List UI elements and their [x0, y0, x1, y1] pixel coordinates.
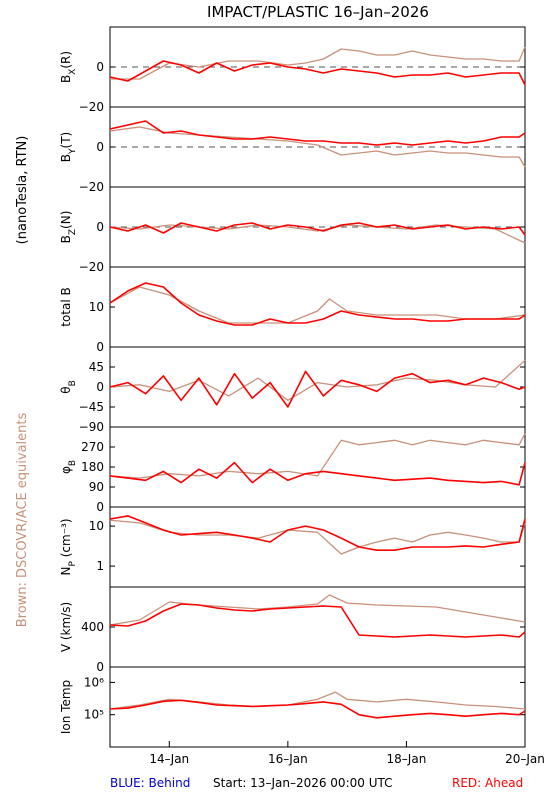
ylabel-sub-by: Y — [68, 148, 78, 155]
ylabel-sub-bx: X — [68, 69, 78, 75]
ylabel-suffix-bz: (N) — [59, 211, 73, 229]
ytick-label-btot-0: 10 — [89, 300, 104, 314]
series-brown-np — [109, 519, 526, 555]
ytick-label-temp-1: 10⁵ — [84, 708, 104, 722]
series-ahead-v — [109, 603, 526, 638]
footer-behind: BLUE: Behind — [110, 776, 190, 790]
ytick-label-np-1: 1 — [96, 559, 104, 573]
xtick-label-3: 20–Jan — [505, 752, 545, 766]
ylabel-temp: Ion Temp — [59, 680, 73, 734]
panel-v: 400 0 V (km/s) — [59, 586, 526, 674]
ylabel-np: NP (cm⁻³) — [59, 518, 78, 575]
ylabel-bz: BZ(N) — [59, 211, 78, 244]
panel-frame-temp — [109, 666, 526, 748]
panel-frame-phi — [109, 426, 526, 508]
series-brown-phi — [109, 433, 526, 479]
left-label-brown: Brown: DSCOVR/ACE equivalents — [15, 413, 30, 628]
ytick-label-btot-1: 0 — [96, 340, 104, 354]
series-ahead-btot — [109, 282, 526, 326]
ylabel-btot: total B — [59, 287, 73, 327]
ytick-label-bx-0: 0 — [96, 60, 104, 74]
ytick-label-phi-1: 180 — [81, 460, 104, 474]
panel-bx: 0 −20 BX(R) — [59, 26, 526, 114]
ylabel-sub-phi: B — [68, 460, 78, 466]
ytick-label-theta-3: −90 — [79, 420, 104, 434]
ytick-label-v-1: 0 — [96, 660, 104, 674]
ytick-label-phi-3: 0 — [96, 500, 104, 514]
ytick-label-theta-2: −45 — [79, 400, 104, 414]
panel-by: 0 −20 BY(T) — [59, 106, 526, 194]
x-axis: 14–Jan 16–Jan 18–Jan 20–Jan — [149, 741, 545, 766]
ylabel-suffix-np: (cm⁻³) — [59, 518, 73, 561]
panel-btot: 10 0 total B — [59, 266, 526, 354]
series-brown-v — [109, 594, 526, 626]
series-ahead-by — [109, 120, 526, 146]
panel-frame-np — [109, 506, 526, 588]
ylabel-bx: BX(R) — [59, 51, 78, 83]
panel-frame-v — [109, 586, 526, 668]
ylabel-suffix-by: (T) — [59, 132, 73, 149]
ylabel-theta: θB — [59, 380, 78, 394]
ytick-label-phi-2: 90 — [89, 480, 104, 494]
ylabel-v: V (km/s) — [59, 602, 73, 652]
chart-title: IMPACT/PLASTIC 16–Jan–2026 — [207, 3, 429, 21]
panel-np: 10 1 NP (cm⁻³) — [59, 506, 526, 588]
xtick-label-2: 18–Jan — [387, 752, 427, 766]
ylabel-by: BY(T) — [59, 132, 78, 162]
ylabel-sub-np: P — [68, 561, 78, 567]
panel-theta: 45 0 −45 −90 θB — [59, 346, 526, 434]
ytick-label-bz-0: 0 — [96, 220, 104, 234]
ytick-label-theta-0: 45 — [89, 360, 104, 374]
ytick-label-bx-1: −20 — [79, 100, 104, 114]
ytick-label-temp-0: 10⁶ — [84, 675, 104, 689]
left-label-units: (nanoTesla, RTN) — [15, 136, 30, 245]
ylabel-suffix-bx: (R) — [59, 51, 73, 69]
series-ahead-np — [109, 515, 526, 552]
ytick-label-phi-0: 270 — [81, 440, 104, 454]
ytick-label-np-0: 10 — [89, 519, 104, 533]
xtick-label-1: 16–Jan — [268, 752, 308, 766]
panel-bz: 0 −20 BZ(N) — [59, 186, 526, 274]
series-ahead-bx — [109, 60, 526, 86]
xtick-label-0: 14–Jan — [149, 752, 189, 766]
series-brown-theta — [109, 359, 526, 401]
series-brown-bx — [110, 46, 526, 80]
series-brown-btot — [109, 286, 526, 324]
panel-frame-btot — [109, 266, 526, 348]
ylabel-phi: φB — [59, 460, 78, 474]
series-ahead-bz — [109, 222, 526, 236]
panel-phi: 270 180 90 0 φB — [59, 426, 526, 514]
ylabel-sub-theta: B — [68, 380, 78, 386]
ytick-label-bz-1: −20 — [79, 260, 104, 274]
series-ahead-phi — [109, 461, 526, 486]
series-ahead-temp — [109, 699, 526, 719]
series-ahead-theta — [109, 370, 526, 408]
ytick-label-v-0: 400 — [81, 620, 104, 634]
ytick-label-by-1: −20 — [79, 180, 104, 194]
footer-start: Start: 13–Jan–2026 00:00 UTC — [213, 776, 392, 790]
ytick-label-by-0: 0 — [96, 140, 104, 154]
panel-temp: 10⁶ 10⁵ Ion Temp — [59, 666, 526, 748]
ytick-label-theta-1: 0 — [96, 380, 104, 394]
footer-ahead: RED: Ahead — [452, 776, 523, 790]
ylabel-sub-bz: Z — [68, 229, 78, 235]
